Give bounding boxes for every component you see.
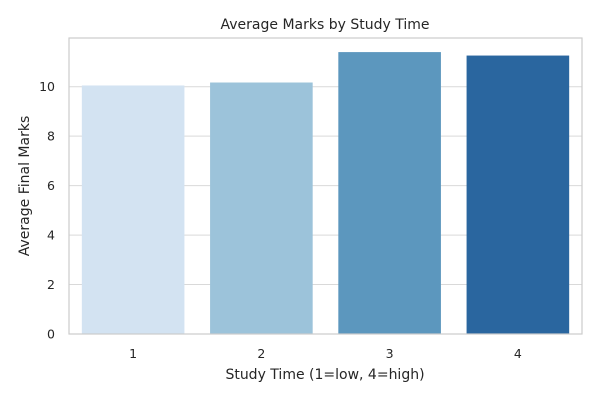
bar-studytime-4 (466, 55, 570, 335)
chart-title: Average Marks by Study Time (221, 17, 430, 33)
x-axis-label: Study Time (1=low, 4=high) (225, 367, 424, 383)
x-tick-label: 4 (514, 346, 522, 361)
y-tick-label: 4 (47, 228, 55, 243)
bars (81, 52, 570, 335)
x-tick-label: 2 (257, 346, 265, 361)
y-tick-label: 0 (47, 327, 55, 342)
x-tick-label: 3 (386, 346, 394, 361)
y-axis-label: Average Final Marks (17, 116, 33, 256)
bar-studytime-1 (81, 85, 185, 334)
y-tick-label: 2 (47, 277, 55, 292)
y-tick-label: 8 (47, 129, 55, 144)
y-tick-labels: 0 2 4 6 8 10 (39, 79, 55, 341)
bar-studytime-2 (210, 82, 313, 334)
x-tick-labels: 1 2 3 4 (129, 346, 522, 361)
y-tick-label: 6 (47, 178, 55, 193)
x-tick-label: 1 (129, 346, 137, 361)
bar-studytime-3 (338, 52, 441, 334)
plot-frame (68, 37, 583, 335)
y-tick-label: 10 (39, 79, 55, 94)
